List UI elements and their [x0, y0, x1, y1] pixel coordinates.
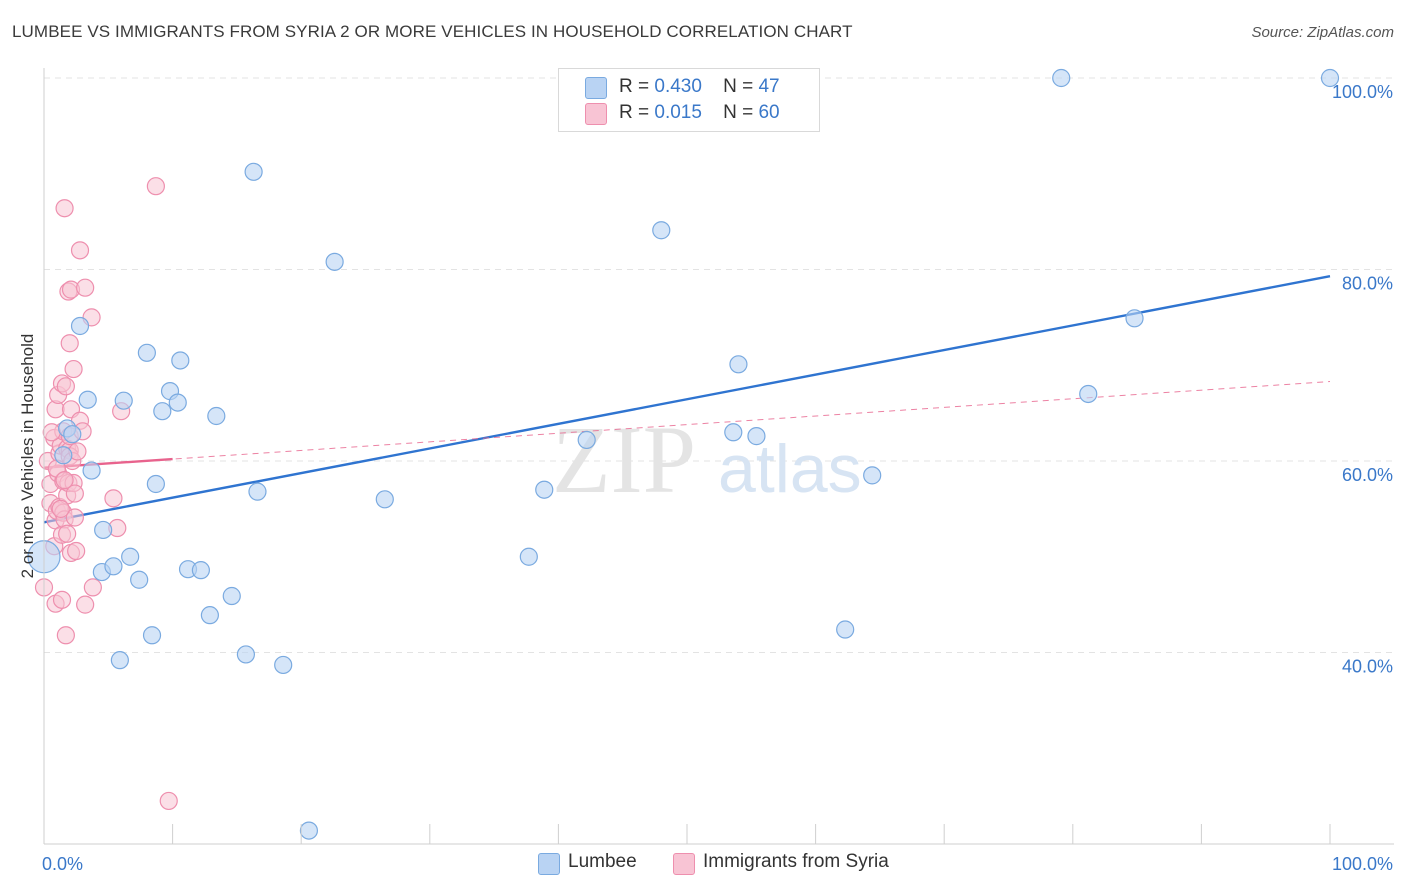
- y-tick-label: 60.0%: [1342, 465, 1393, 485]
- lumbee-point: [236, 645, 256, 664]
- legend-label-lumbee: Lumbee: [568, 851, 637, 872]
- syria-point: [58, 524, 77, 543]
- lumbee-point: [137, 343, 156, 362]
- n-label: N =: [723, 76, 754, 97]
- lumbee-swatch: [585, 77, 607, 99]
- lumbee-point: [863, 466, 882, 485]
- y-tick-label: 80.0%: [1342, 274, 1393, 294]
- lumbee-point: [724, 423, 743, 442]
- lumbee-point: [1079, 384, 1098, 404]
- lumbee-point: [121, 547, 140, 566]
- syria-legend-swatch: [673, 853, 695, 875]
- x-tick-label: 0.0%: [42, 854, 83, 874]
- lumbee-trend-line: [43, 275, 1331, 524]
- lumbee-point: [94, 520, 113, 540]
- syria-point: [64, 359, 83, 379]
- lumbee-point: [146, 474, 165, 494]
- syria-point: [65, 484, 84, 503]
- lumbee-point: [577, 430, 596, 450]
- syria-point: [70, 241, 90, 260]
- syria-swatch: [585, 103, 607, 125]
- chart-title: LUMBEE VS IMMIGRANTS FROM SYRIA 2 OR MOR…: [12, 22, 853, 41]
- lumbee-point: [114, 391, 133, 410]
- y-tick-label: 100.0%: [1332, 82, 1393, 102]
- lumbee-point: [130, 570, 149, 589]
- lumbee-point: [104, 557, 123, 576]
- data-points: [27, 68, 1340, 840]
- syria-point: [146, 177, 165, 196]
- r-label: R =: [619, 102, 650, 123]
- syria-point: [56, 377, 75, 396]
- lumbee-point: [244, 162, 263, 181]
- lumbee-point: [274, 655, 293, 675]
- lumbee-point: [729, 355, 748, 374]
- watermark-atlas: atlas: [718, 431, 862, 507]
- lumbee-point: [153, 402, 172, 421]
- r-label: R =: [619, 76, 650, 97]
- axes: 40.0% 60.0% 80.0% 100.0% 0.0% 100.0%: [42, 68, 1394, 874]
- lumbee-point: [207, 406, 226, 426]
- y-axis-label: 2 or more Vehicles in Household: [18, 333, 37, 579]
- lumbee-point: [519, 547, 538, 566]
- syria-point: [60, 334, 79, 353]
- lumbee-point: [142, 626, 162, 645]
- syria-point: [83, 578, 102, 597]
- x-tick-label: 100.0%: [1332, 854, 1393, 874]
- y-tick-label: 40.0%: [1342, 657, 1393, 677]
- lumbee-point: [168, 393, 187, 412]
- lumbee-point: [110, 651, 129, 670]
- lumbee-point: [375, 490, 394, 509]
- syria-point: [42, 423, 61, 442]
- source-credit: Source: ZipAtlas.com: [1251, 24, 1394, 41]
- lumbee-point: [63, 425, 82, 444]
- n-value: 60: [758, 102, 780, 123]
- lumbee-point: [70, 316, 90, 336]
- lumbee-point: [171, 351, 190, 370]
- lumbee-point: [299, 821, 319, 840]
- syria-point: [67, 541, 86, 561]
- grid-layer: [44, 77, 1394, 653]
- legend-lumbee-stats: R = 0.430 N = 47: [619, 76, 780, 98]
- lumbee-legend-swatch: [538, 853, 560, 875]
- syria-point: [76, 595, 95, 614]
- stats-legend: R = 0.430 N = 47 R = 0.015 N = 60: [558, 68, 820, 132]
- r-value: 0.015: [654, 102, 702, 123]
- syria-point: [56, 626, 75, 645]
- lumbee-point: [78, 390, 97, 409]
- lumbee-point: [652, 221, 671, 240]
- syria-point: [104, 489, 123, 508]
- watermark: ZIP atlas: [552, 406, 862, 513]
- lumbee-point: [747, 427, 766, 446]
- legend-label-syria: Immigrants from Syria: [703, 851, 889, 872]
- lumbee-point: [836, 620, 855, 639]
- lumbee-point: [200, 606, 219, 625]
- lumbee-point: [54, 446, 73, 465]
- syria-point: [55, 199, 74, 218]
- lumbee-point: [1052, 68, 1071, 88]
- syria-point: [65, 508, 84, 527]
- lumbee-point: [1125, 309, 1144, 328]
- watermark-zip: ZIP: [552, 406, 696, 513]
- lumbee-point: [248, 482, 267, 501]
- n-value: 47: [758, 76, 780, 97]
- lumbee-point: [222, 586, 241, 606]
- syria-point: [55, 471, 74, 490]
- syria-point: [159, 791, 178, 811]
- syria-point: [51, 499, 70, 518]
- lumbee-point: [1320, 68, 1340, 88]
- syria-trend-line: [43, 381, 1331, 469]
- lumbee-point: [191, 561, 210, 580]
- syria-point: [52, 590, 72, 609]
- legend-syria-stats: R = 0.015 N = 60: [619, 102, 780, 124]
- r-value: 0.430: [654, 76, 702, 97]
- lumbee-point: [82, 461, 101, 480]
- lumbee-point: [535, 480, 554, 499]
- syria-point: [76, 278, 95, 297]
- n-label: N =: [723, 102, 754, 123]
- lumbee-point: [325, 252, 344, 271]
